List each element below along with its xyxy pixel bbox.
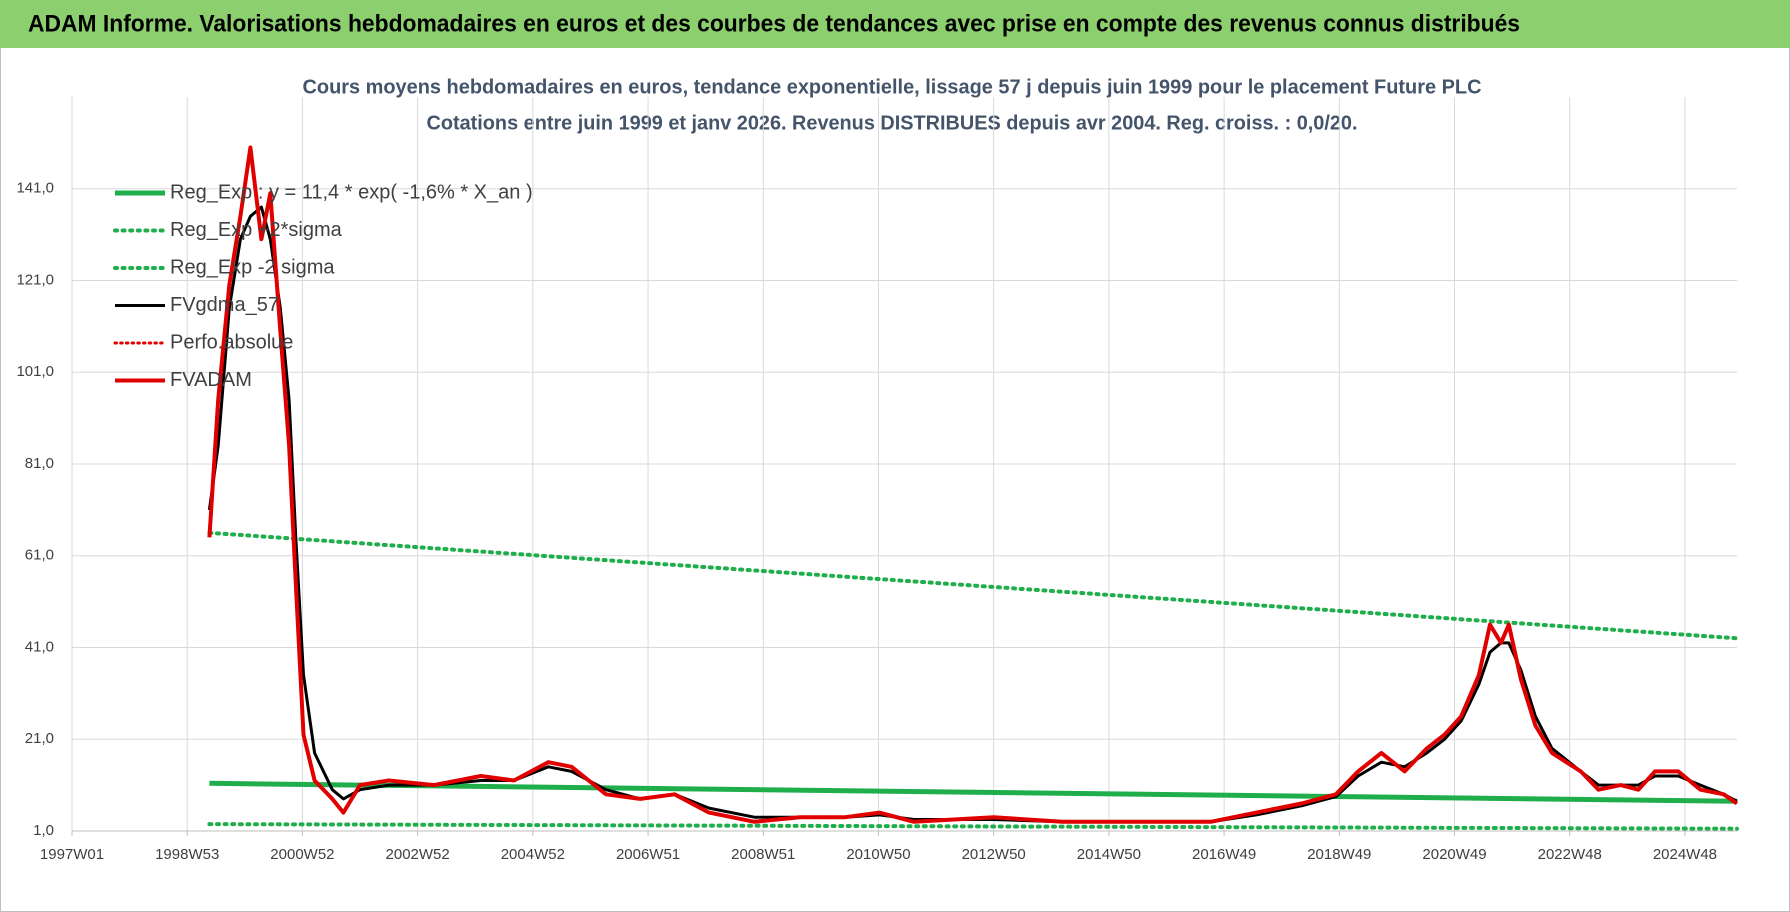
x-tick-label: 2002W52 xyxy=(386,846,450,863)
chart-subtitle: Cotations entre juin 1999 et janv 2026. … xyxy=(427,112,1358,134)
x-tick-label: 2020W49 xyxy=(1422,846,1486,863)
legend-label: Perfo.absolue xyxy=(170,331,293,353)
series-line xyxy=(207,145,1739,824)
header-band xyxy=(0,0,1790,48)
x-tick-label: 2016W49 xyxy=(1192,846,1256,863)
legend-label: FVgdma_57 xyxy=(170,294,279,316)
y-tick-label: 1,0 xyxy=(33,822,54,839)
y-tick-label: 101,0 xyxy=(16,363,54,380)
legend-label: Reg_Exp -2 sigma xyxy=(170,256,335,278)
legend-label: FVADAM xyxy=(170,369,252,391)
series-line xyxy=(207,530,1739,641)
x-tick-label: 1997W01 xyxy=(40,846,104,863)
header-title: ADAM Informe. Valorisations hebdomadaire… xyxy=(28,10,1520,37)
series-line xyxy=(209,780,1738,804)
y-tick-label: 141,0 xyxy=(16,180,54,197)
x-tick-label: 2018W49 xyxy=(1307,846,1371,863)
x-tick-label: 2024W48 xyxy=(1653,846,1717,863)
x-tick-label: 1998W53 xyxy=(155,846,219,863)
y-tick-label: 81,0 xyxy=(25,455,54,472)
y-tick-label: 121,0 xyxy=(16,271,54,288)
x-tick-label: 2012W50 xyxy=(962,846,1026,863)
x-tick-label: 2000W52 xyxy=(270,846,334,863)
x-tick-label: 2022W48 xyxy=(1538,846,1602,863)
chart-title: Cours moyens hebdomadaires en euros, ten… xyxy=(303,76,1482,98)
y-tick-label: 21,0 xyxy=(25,730,54,747)
series-line xyxy=(207,205,1738,824)
x-tick-label: 2010W50 xyxy=(846,846,910,863)
x-tick-label: 2014W50 xyxy=(1077,846,1141,863)
series-line xyxy=(207,822,1739,831)
legend-label: Reg_Exp +2*sigma xyxy=(170,219,343,241)
y-tick-label: 41,0 xyxy=(25,638,54,655)
y-tick-label: 61,0 xyxy=(25,547,54,564)
x-tick-label: 2006W51 xyxy=(616,846,680,863)
legend-label: Reg_Exp : y = 11,4 * exp( -1,6% * X_an ) xyxy=(170,181,533,203)
x-tick-label: 2004W52 xyxy=(501,846,565,863)
x-tick-label: 2008W51 xyxy=(731,846,795,863)
